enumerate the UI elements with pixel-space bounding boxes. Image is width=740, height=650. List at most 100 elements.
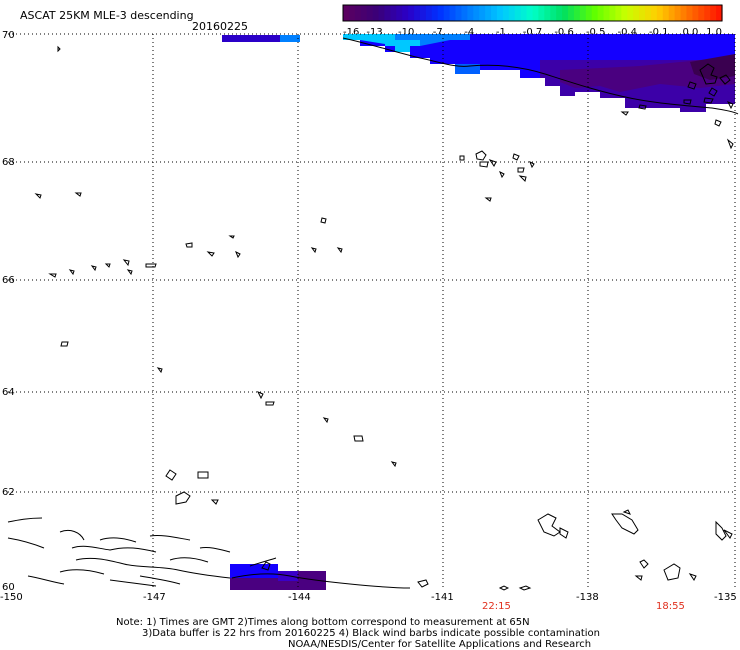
color-scale-swatch bbox=[591, 5, 599, 21]
note-line-1: Note: 1) Times are GMT 2)Times along bot… bbox=[116, 617, 530, 628]
latitude-labels: 70 68 66 64 62 60 bbox=[2, 30, 15, 593]
swath-cell bbox=[222, 35, 280, 42]
color-scale-swatch bbox=[360, 5, 368, 21]
lon-label-147: -147 bbox=[143, 592, 166, 603]
color-scale-label: 1.0 bbox=[706, 27, 722, 38]
color-scale-swatch bbox=[538, 5, 545, 21]
data-swath-south bbox=[230, 564, 326, 590]
color-scale-swatch bbox=[662, 5, 670, 21]
map-date: 20160225 bbox=[192, 20, 248, 33]
data-swath-northeast bbox=[343, 34, 735, 112]
color-scale-swatch bbox=[698, 5, 705, 21]
color-scale-swatch bbox=[449, 5, 457, 21]
lat-label-70: 70 bbox=[2, 30, 15, 41]
color-scale-label: -0.7 bbox=[523, 27, 543, 38]
color-scale-swatch bbox=[615, 5, 622, 21]
color-scale-labels: -16 -13 -10 -7 -4 -1 -0.7 -0.6 -0.5 -0.4 -0.1 0.0 1.… bbox=[343, 27, 722, 38]
color-scale-label: -4 bbox=[464, 27, 474, 38]
lakes-southwest bbox=[165, 469, 219, 505]
color-scale-swatch bbox=[568, 5, 575, 21]
lon-label-150: -150 bbox=[0, 592, 23, 603]
color-scale-swatch bbox=[461, 5, 468, 21]
color-scale-swatch bbox=[508, 5, 516, 21]
color-scale-swatch bbox=[562, 5, 569, 21]
pass-time-2: 18:55 bbox=[656, 601, 685, 612]
color-scale-swatch bbox=[645, 5, 652, 21]
color-scale-label: -0.4 bbox=[618, 27, 638, 38]
lakes-east bbox=[459, 150, 535, 202]
color-scale-swatch bbox=[485, 5, 492, 21]
color-scale-swatch bbox=[414, 5, 421, 21]
color-scale-swatch bbox=[443, 5, 451, 21]
swath-cell bbox=[280, 35, 300, 42]
color-scale-label: -0.5 bbox=[586, 27, 606, 38]
pass-time-1: 22:15 bbox=[482, 601, 511, 612]
color-scale-swatch bbox=[396, 5, 403, 21]
lon-label-144: -144 bbox=[288, 592, 311, 603]
color-scale-swatch bbox=[354, 5, 362, 21]
color-scale-swatch bbox=[496, 5, 504, 21]
color-scale-swatch bbox=[431, 5, 439, 21]
color-scale-swatch bbox=[609, 5, 616, 21]
graticule bbox=[8, 33, 736, 590]
color-scale-swatch bbox=[390, 5, 397, 21]
swath-cell bbox=[455, 64, 480, 74]
color-scale-swatch bbox=[455, 5, 463, 21]
color-scale-swatch bbox=[348, 5, 356, 21]
lat-label-62: 62 bbox=[2, 487, 15, 498]
color-scale-label: -1 bbox=[496, 27, 506, 38]
color-scale-swatch bbox=[502, 5, 510, 21]
color-scale-swatch bbox=[408, 5, 415, 21]
lon-label-135: -135 bbox=[714, 592, 737, 603]
color-scale-swatch bbox=[514, 5, 522, 21]
longitude-labels: -150 -147 -144 -141 -138 -135 bbox=[0, 592, 737, 603]
coastline-south-central bbox=[231, 557, 429, 589]
color-scale-swatch bbox=[532, 5, 540, 21]
lat-label-60: 60 bbox=[2, 582, 15, 593]
color-scale-swatch bbox=[686, 5, 693, 21]
coastline-southwest bbox=[7, 517, 231, 587]
data-swath-north-strip bbox=[222, 35, 300, 42]
color-scale-swatch bbox=[402, 5, 409, 21]
color-scale-label: -0.6 bbox=[554, 27, 574, 38]
color-scale-swatch bbox=[491, 5, 498, 21]
color-scale-swatch bbox=[425, 5, 433, 21]
swath-edge-light-blue bbox=[395, 34, 470, 46]
color-scale-swatch bbox=[692, 5, 699, 21]
color-scale-swatch bbox=[479, 5, 486, 21]
color-scale-swatch bbox=[419, 5, 427, 21]
lat-label-66: 66 bbox=[2, 275, 15, 286]
color-scale-swatch bbox=[621, 5, 628, 21]
color-scale-swatch bbox=[656, 5, 664, 21]
color-scale-swatch bbox=[639, 5, 646, 21]
swath-cell bbox=[395, 46, 410, 52]
color-scale-swatch bbox=[526, 5, 534, 21]
lat-label-68: 68 bbox=[2, 157, 15, 168]
note-line-3: NOAA/NESDIS/Center for Satellite Applica… bbox=[288, 639, 591, 650]
color-scale-swatch bbox=[343, 5, 350, 21]
lakes-south bbox=[60, 341, 397, 468]
coastline-north-slope bbox=[342, 37, 739, 115]
color-scale-swatch bbox=[366, 5, 374, 21]
lon-label-141: -141 bbox=[431, 592, 454, 603]
color-scale-swatch bbox=[585, 5, 593, 21]
color-scale-label: -10 bbox=[398, 27, 414, 38]
color-scale-label: -0.1 bbox=[649, 27, 669, 38]
coastline-southeast bbox=[498, 509, 733, 591]
color-scale-swatch bbox=[716, 5, 723, 21]
color-scale-swatch bbox=[437, 5, 445, 21]
color-scale-bar bbox=[342, 4, 723, 22]
color-scale-label: -13 bbox=[366, 27, 382, 38]
swath-region-purple bbox=[560, 58, 735, 92]
color-scale-frame bbox=[342, 4, 723, 22]
color-scale-swatch bbox=[372, 5, 380, 21]
color-scale-swatch bbox=[668, 5, 676, 21]
swath-edge-cyan bbox=[343, 34, 420, 46]
coastline-ne-islands bbox=[620, 63, 734, 150]
color-scale-swatch bbox=[650, 5, 658, 21]
color-scale-swatch bbox=[704, 5, 711, 21]
lakes-central bbox=[34, 45, 343, 278]
color-scale-swatch bbox=[520, 5, 528, 21]
color-scale-label: 0.0 bbox=[682, 27, 698, 38]
